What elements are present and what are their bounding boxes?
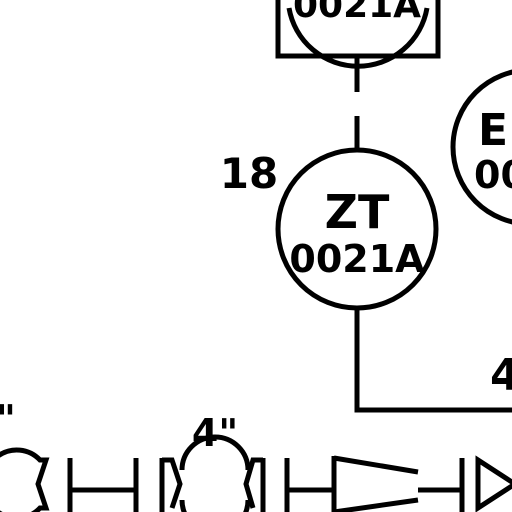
instrument-zt-code: 0021A [289, 237, 425, 281]
instrument-top-box [275, 0, 441, 59]
signal-line-to-right [354, 308, 512, 413]
valve-left-size-label: " [0, 397, 16, 441]
line-label-right-edge: 4 [490, 350, 512, 401]
valve-left-body [0, 447, 50, 512]
instrument-top-partial: 0021A [275, 0, 441, 69]
instrument-right-code: 00 [474, 153, 512, 197]
valve-mid-size-label: 4" [192, 411, 238, 455]
instrument-right-partial: E 00 [450, 69, 512, 225]
piping-bottom: " 4" [0, 397, 512, 512]
instrument-right-function: E [478, 105, 508, 156]
instrument-zt-number: 18 [220, 149, 278, 198]
instrument-zt-0021a: ZT 0021A 18 [220, 147, 439, 311]
valve-mid-ball [179, 434, 251, 512]
valve-mid-body-left [162, 457, 183, 509]
instrument-right-circle [450, 69, 512, 225]
reducer-body [331, 455, 419, 512]
instrument-top-code: 0021A [293, 0, 421, 26]
instrument-zt-function: ZT [325, 185, 390, 239]
valve-right-partial [475, 455, 512, 512]
valve-mid-body-right [243, 457, 263, 509]
